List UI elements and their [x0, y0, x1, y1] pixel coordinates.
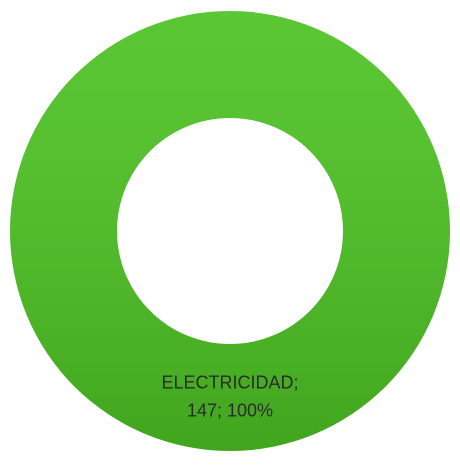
data-label: 147; 100% — [187, 400, 273, 420]
data-label: ELECTRICIDAD; — [161, 372, 298, 392]
slice-shade — [10, 11, 450, 451]
slices — [10, 11, 450, 451]
